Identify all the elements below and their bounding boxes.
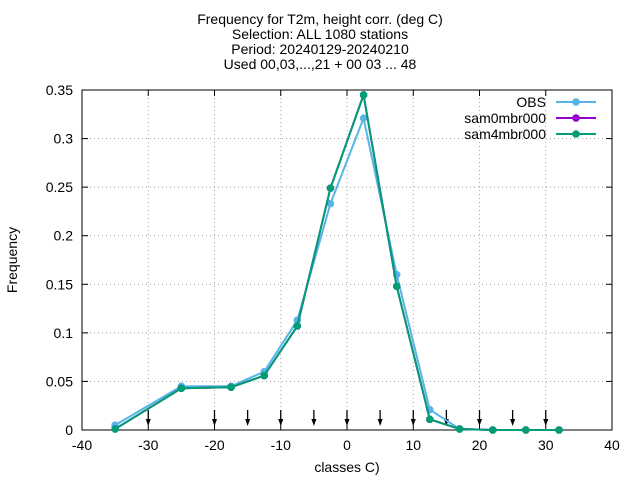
arrow-marker-head xyxy=(510,419,516,426)
chart-title-line-4: Used 00,03,...,21 + 00 03 ... 48 xyxy=(223,56,417,72)
data-point xyxy=(227,383,235,391)
arrow-marker-head xyxy=(245,419,251,426)
arrow-marker-head xyxy=(212,419,217,426)
data-point xyxy=(293,322,301,330)
data-point xyxy=(326,184,335,192)
arrow-marker-head xyxy=(477,419,482,426)
data-point xyxy=(111,425,119,433)
legend-label: OBS xyxy=(516,94,546,110)
arrow-marker-head xyxy=(145,419,151,426)
legend-swatch-marker xyxy=(572,130,580,138)
x-tick-label: 30 xyxy=(538,437,554,453)
x-tick-label: -10 xyxy=(271,437,291,453)
series-lines xyxy=(111,90,563,434)
arrow-marker-head xyxy=(543,419,549,426)
x-tick-label: 10 xyxy=(405,437,421,453)
class-arrow-markers xyxy=(145,410,549,426)
data-point xyxy=(393,282,401,290)
legend-swatch-marker xyxy=(572,98,580,106)
data-point xyxy=(177,384,185,392)
y-tick-label: 0.05 xyxy=(46,373,73,389)
x-axis-label: classes C) xyxy=(314,459,379,475)
x-tick-label: 40 xyxy=(604,437,620,453)
y-tick-label: 0.15 xyxy=(46,276,73,292)
chart-title-line-1: Frequency for T2m, height corr. (deg C) xyxy=(197,11,443,27)
data-point xyxy=(555,426,563,434)
arrow-marker-head xyxy=(278,419,284,426)
x-tick-label: 20 xyxy=(472,437,488,453)
y-tick-label: 0.3 xyxy=(54,131,74,147)
axis-ticks: -40 -30 -20 -10 0 10 20 30 40 0 0.05 0.1 0.15 0.2 0.25… xyxy=(46,82,620,453)
x-tick-label: -20 xyxy=(204,437,224,453)
arrow-marker-head xyxy=(311,419,317,426)
series-sam0mbr000 xyxy=(111,90,563,434)
series-line xyxy=(114,90,559,431)
arrow-marker-head xyxy=(377,419,383,426)
data-point xyxy=(260,371,268,380)
data-point xyxy=(359,114,368,122)
series-line xyxy=(114,90,559,431)
data-point xyxy=(522,426,530,434)
legend-label: sam4mbr000 xyxy=(464,126,546,142)
y-axis-label: Frequency xyxy=(4,227,20,293)
y-tick-label: 0.35 xyxy=(46,82,73,98)
arrow-marker-head xyxy=(344,419,350,426)
x-tick-label: 0 xyxy=(343,437,351,453)
arrow-marker-head xyxy=(410,419,416,426)
data-point xyxy=(489,426,497,434)
data-point xyxy=(455,425,464,433)
y-tick-label: 0.1 xyxy=(54,325,74,341)
legend-swatch-marker xyxy=(572,114,580,122)
y-tick-label: 0 xyxy=(65,422,73,438)
legend-label: sam0mbr000 xyxy=(464,110,546,126)
data-point xyxy=(359,91,368,99)
chart-title-line-2: Selection: ALL 1080 stations xyxy=(231,26,409,42)
x-tick-label: -40 xyxy=(72,437,92,453)
x-tick-label: -30 xyxy=(138,437,158,453)
y-tick-label: 0.2 xyxy=(54,228,74,244)
data-point xyxy=(426,415,434,423)
y-tick-label: 0.25 xyxy=(46,179,73,195)
chart-title-line-3: Period: 20240129-20240210 xyxy=(231,41,409,57)
series-sam4mbr000 xyxy=(111,90,563,434)
